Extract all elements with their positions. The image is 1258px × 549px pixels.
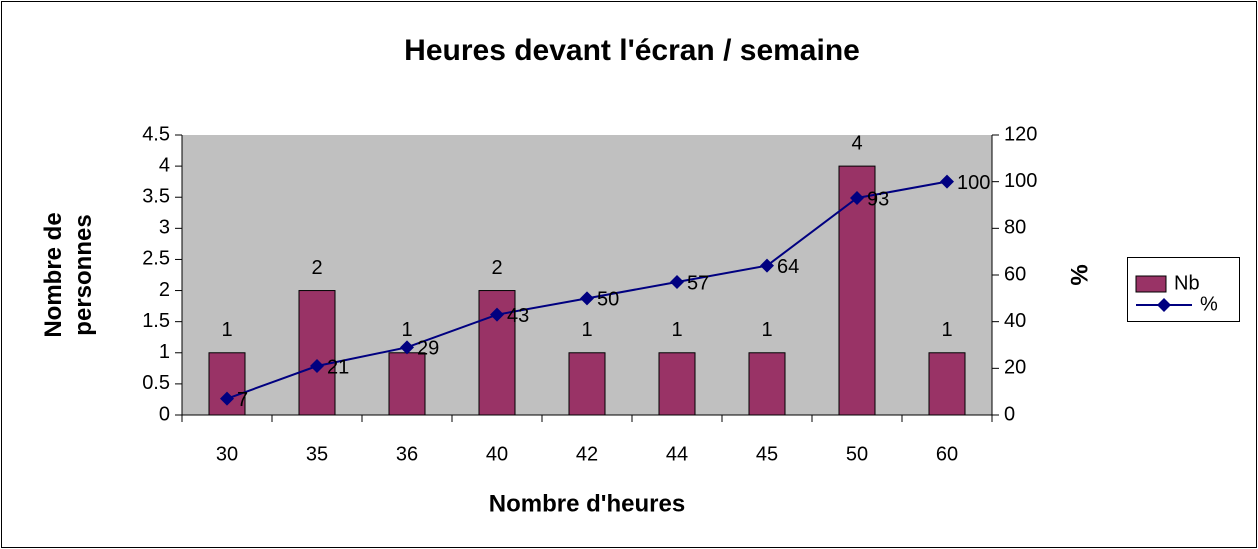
y-tick-label: 3 [159, 217, 170, 239]
y-tick-label: 2.5 [142, 248, 170, 270]
line-value-label: 93 [867, 188, 889, 210]
line-marker [490, 307, 504, 322]
y-tick-label: 1.5 [142, 310, 170, 332]
bar [748, 352, 786, 416]
y-axis-title-line: personnes [70, 214, 97, 335]
y2-tick-label: 20 [1004, 357, 1026, 379]
bar-value-label: 1 [671, 319, 682, 341]
bar [388, 352, 426, 416]
y-tick-label: 4.5 [142, 123, 170, 145]
y2-tick-label: 60 [1004, 263, 1026, 285]
bar-value-label: 1 [581, 319, 592, 341]
bar [568, 352, 606, 416]
legend-label: Nb [1174, 272, 1200, 294]
legend-label: % [1200, 293, 1218, 315]
x-tick-label: 36 [396, 443, 418, 465]
line-marker [850, 191, 864, 205]
line-value-label: 21 [327, 356, 349, 378]
legend-swatch [1135, 275, 1167, 293]
bar-value-label: 2 [491, 257, 502, 279]
y-tick-label: 0 [159, 403, 170, 425]
y-tick-label: 0.5 [142, 372, 170, 394]
y-axis-title: Nombre de personnes [40, 212, 97, 337]
y2-tick-label: 40 [1004, 310, 1026, 332]
line-value-label: 100 [957, 172, 990, 194]
x-tick-label: 50 [846, 443, 868, 465]
y2-tick-label: 0 [1004, 403, 1015, 425]
y-tick-label: 1 [159, 341, 170, 363]
line-value-label: 57 [687, 272, 709, 294]
x-tick-label: 45 [756, 443, 778, 465]
y-tick-label: 4 [159, 154, 170, 176]
bar-value-label: 2 [311, 257, 322, 279]
line-marker [760, 258, 774, 273]
x-tick-label: 44 [666, 443, 688, 465]
line-marker [580, 291, 594, 306]
bar-value-label: 1 [401, 319, 412, 341]
line-marker [670, 275, 684, 289]
x-tick-label: 60 [936, 443, 958, 465]
y2-tick-label: 100 [1004, 170, 1037, 192]
y-axis-title-line: Nombre de [40, 212, 67, 337]
line-value-label: 50 [597, 289, 619, 311]
y2-tick-label: 120 [1004, 123, 1037, 145]
bar-value-label: 1 [941, 319, 952, 341]
line-value-label: 29 [417, 338, 439, 360]
line-value-label: 64 [777, 256, 799, 278]
y-tick-label: 3.5 [142, 186, 170, 208]
line-value-label: 43 [507, 305, 529, 327]
line-marker [400, 340, 414, 355]
x-tick-label: 40 [486, 443, 508, 465]
bar [298, 290, 336, 416]
x-tick-label: 30 [216, 443, 238, 465]
y-tick-label: 2 [159, 279, 170, 301]
x-axis-title: Nombre d'heures [489, 490, 685, 517]
bar [658, 352, 696, 416]
y2-tick-label: 80 [1004, 217, 1026, 239]
line-value-label: 7 [237, 389, 248, 411]
y2-axis-title: % [1066, 264, 1093, 285]
x-tick-label: 35 [306, 443, 328, 465]
bar-value-label: 4 [851, 132, 862, 154]
chart-title: Heures devant l'écran / semaine [404, 34, 860, 67]
bar [928, 352, 966, 416]
line-marker [220, 391, 234, 406]
bar-value-label: 1 [761, 319, 772, 341]
line-marker [940, 174, 954, 189]
legend-marker [1157, 298, 1171, 312]
bar-value-label: 1 [221, 319, 232, 341]
line-marker [310, 359, 324, 373]
x-tick-label: 42 [576, 443, 598, 465]
